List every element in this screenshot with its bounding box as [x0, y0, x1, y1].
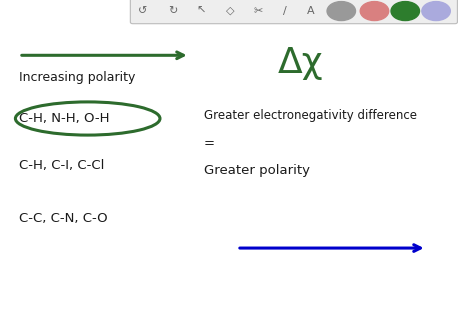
Text: ▣: ▣ — [329, 6, 339, 16]
Text: C-C, C-N, C-O: C-C, C-N, C-O — [19, 211, 108, 225]
Text: ↺: ↺ — [137, 6, 147, 16]
Text: Greater polarity: Greater polarity — [204, 164, 310, 177]
Text: C-H, C-I, C-Cl: C-H, C-I, C-Cl — [19, 159, 104, 173]
Circle shape — [422, 2, 450, 21]
Text: Δχ: Δχ — [277, 46, 323, 80]
Text: A: A — [307, 6, 314, 16]
Text: ↖: ↖ — [197, 6, 206, 16]
Text: ↻: ↻ — [168, 6, 178, 16]
Circle shape — [360, 2, 389, 21]
Text: =: = — [204, 137, 215, 150]
Text: Increasing polarity: Increasing polarity — [19, 71, 136, 84]
FancyBboxPatch shape — [130, 0, 457, 24]
Text: ✂: ✂ — [254, 6, 263, 16]
Text: Greater electronegativity difference: Greater electronegativity difference — [204, 109, 417, 122]
Circle shape — [391, 2, 419, 21]
Text: C-H, N-H, O-H: C-H, N-H, O-H — [19, 112, 109, 125]
Text: ◇: ◇ — [226, 6, 234, 16]
Circle shape — [327, 2, 356, 21]
Text: /: / — [283, 6, 286, 16]
